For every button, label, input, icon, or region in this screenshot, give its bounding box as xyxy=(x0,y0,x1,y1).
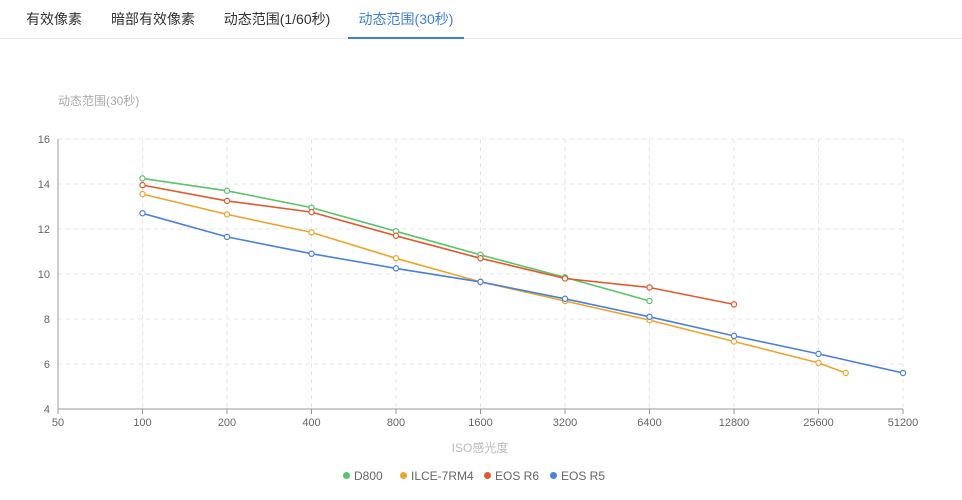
data-point xyxy=(392,265,400,272)
tab-dynamic-range-1-60s[interactable]: 动态范围(1/60秒) xyxy=(223,11,331,27)
data-point xyxy=(477,278,484,286)
tab-dynamic-range-30s[interactable]: 动态范围(30秒) xyxy=(348,0,464,39)
x-tick-label: 100 xyxy=(133,417,151,429)
data-point xyxy=(308,208,315,216)
x-tick-label: 800 xyxy=(387,417,405,429)
data-point xyxy=(308,250,315,257)
series-line xyxy=(142,193,846,374)
y-tick-label: 8 xyxy=(44,314,50,326)
data-point xyxy=(646,313,653,320)
x-tick-label: 50 xyxy=(52,417,64,429)
y-tick-label: 16 xyxy=(38,134,50,146)
legend-item[interactable]: EOS R5 xyxy=(550,466,605,486)
data-point xyxy=(899,369,907,377)
data-point xyxy=(139,181,146,189)
data-point xyxy=(139,210,146,217)
x-tick-label: 200 xyxy=(218,417,236,429)
series-line xyxy=(142,212,904,374)
dynamic-range-chart: 动态范围(30秒) 4 6 8 10 12 14 16 50 100 200 400 800 1600 3… xyxy=(38,94,919,455)
data-point xyxy=(561,295,569,302)
data-point xyxy=(646,297,653,305)
legend-dot-icon xyxy=(343,472,350,480)
chart-legend: D800 ILCE-7RM4 EOS R6 EOS R5 xyxy=(0,466,962,486)
data-point xyxy=(392,232,400,239)
x-tick-label: 1600 xyxy=(468,417,492,429)
grid-lines xyxy=(58,138,904,409)
data-point xyxy=(815,350,822,358)
axes: 4 6 8 10 12 14 16 50 100 200 400 800 1600 3200 6400 128… xyxy=(38,134,919,429)
legend-item[interactable]: D800 xyxy=(343,466,383,486)
y-tick-label: 12 xyxy=(38,224,50,236)
y-tick-label: 10 xyxy=(38,269,50,281)
data-point xyxy=(139,190,146,198)
legend-dot-icon xyxy=(400,472,407,480)
legend-dot-icon xyxy=(550,472,557,480)
data-point xyxy=(223,233,231,241)
legend-label: ILCE-7RM4 xyxy=(411,469,474,483)
x-tick-label: 51200 xyxy=(888,417,919,429)
legend-label: D800 xyxy=(354,469,383,483)
tab-effective-pixels[interactable]: 有效像素 xyxy=(26,11,82,27)
x-tick-label: 12800 xyxy=(719,417,750,429)
series-line xyxy=(142,184,735,306)
legend-label: EOS R5 xyxy=(561,469,606,483)
x-tick-label: 3200 xyxy=(553,417,577,429)
tab-dark-effective-pixels[interactable]: 暗部有效像素 xyxy=(111,11,195,27)
x-axis-label: ISO感光度 xyxy=(452,440,509,455)
legend-item[interactable]: ILCE-7RM4 xyxy=(400,466,474,486)
chart-title: 动态范围(30秒) xyxy=(58,94,139,108)
y-tick-label: 4 xyxy=(44,404,50,416)
legend-dot-icon xyxy=(484,472,491,480)
x-tick-label: 6400 xyxy=(637,417,661,429)
data-point xyxy=(730,338,738,345)
data-point xyxy=(561,275,569,282)
legend-item[interactable]: EOS R6 xyxy=(484,466,539,486)
data-point xyxy=(139,175,146,182)
data-point xyxy=(223,197,231,205)
data-point xyxy=(730,332,738,340)
y-tick-label: 14 xyxy=(38,179,50,191)
x-tick-label: 25600 xyxy=(803,417,834,429)
data-point xyxy=(223,211,231,218)
data-point xyxy=(815,359,822,367)
data-point xyxy=(392,255,400,262)
x-tick-label: 400 xyxy=(302,417,320,429)
tab-bar: 有效像素 暗部有效像素 动态范围(1/60秒) 动态范围(30秒) xyxy=(0,0,962,39)
y-tick-label: 6 xyxy=(44,359,50,371)
data-point xyxy=(477,255,484,262)
data-point xyxy=(308,229,315,236)
series-layer xyxy=(139,175,907,377)
data-point xyxy=(730,301,738,308)
data-point xyxy=(842,369,849,377)
legend-label: EOS R6 xyxy=(495,469,540,483)
data-point xyxy=(646,284,653,291)
data-point xyxy=(223,187,231,194)
